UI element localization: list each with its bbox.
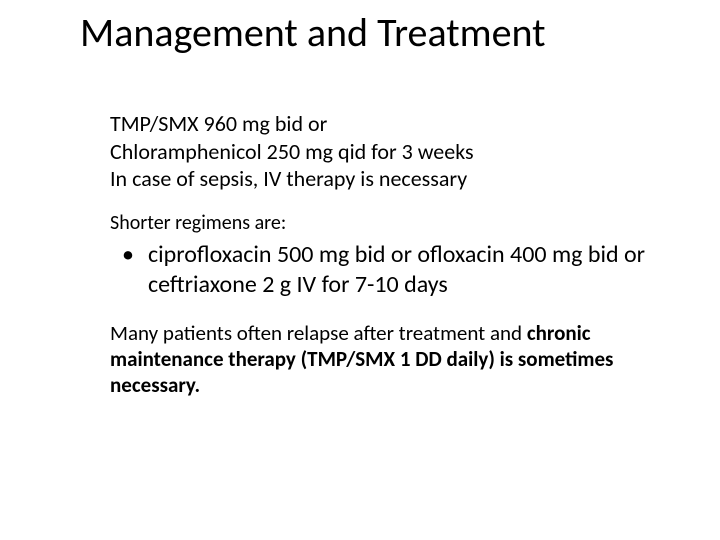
intro-line-2: Chloramphenicol 250 mg qid for 3 weeks [110,138,670,166]
intro-line-1: TMP/SMX 960 mg bid or [110,110,670,138]
closing-paragraph: Many patients often relapse after treatm… [110,320,670,399]
slide-body: TMP/SMX 960 mg bid or Chloramphenicol 25… [110,110,670,398]
subheading: Shorter regimens are: [110,211,670,236]
bullet-list: ciprofloxacin 500 mg bid or ofloxacin 40… [110,240,670,300]
bullet-item: ciprofloxacin 500 mg bid or ofloxacin 40… [144,240,670,300]
closing-text-plain: Many patients often relapse after treatm… [110,320,527,346]
intro-line-3: In case of sepsis, IV therapy is necessa… [110,165,670,193]
intro-paragraph: TMP/SMX 960 mg bid or Chloramphenicol 25… [110,110,670,193]
slide: Management and Treatment TMP/SMX 960 mg … [0,0,720,540]
slide-title: Management and Treatment [80,8,680,57]
